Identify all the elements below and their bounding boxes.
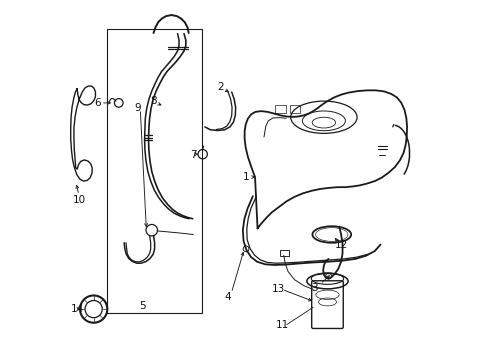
- Text: 5: 5: [140, 301, 146, 311]
- Text: 13: 13: [271, 284, 285, 294]
- Text: 3: 3: [312, 283, 318, 293]
- Text: 4: 4: [225, 292, 231, 302]
- Bar: [290, 105, 300, 113]
- Text: 9: 9: [134, 103, 141, 113]
- Bar: [275, 105, 286, 113]
- Text: 8: 8: [150, 96, 157, 106]
- Bar: [107, 30, 202, 313]
- Text: 12: 12: [335, 240, 348, 250]
- Text: 14: 14: [71, 304, 84, 314]
- Text: 11: 11: [276, 320, 289, 329]
- Text: 2: 2: [217, 82, 224, 92]
- Text: 7: 7: [190, 150, 196, 160]
- Text: 10: 10: [73, 195, 86, 205]
- Bar: [280, 250, 289, 256]
- Text: 1: 1: [243, 172, 249, 182]
- Text: 6: 6: [95, 98, 101, 108]
